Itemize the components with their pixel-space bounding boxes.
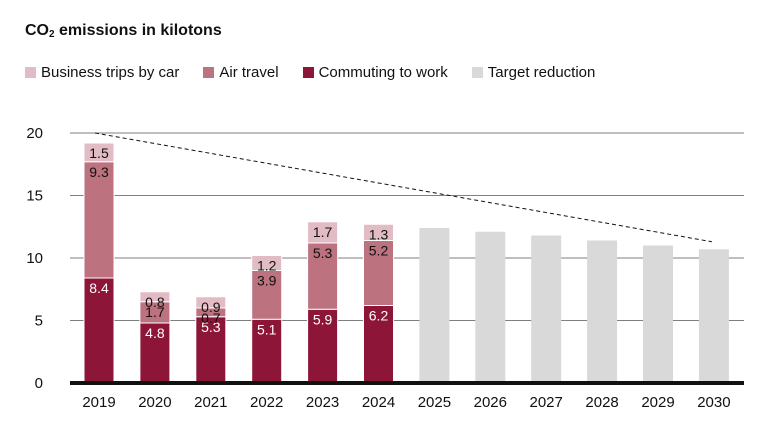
data-label-air-travel-2021: 0.7 <box>201 310 221 326</box>
x-tick-label-2023: 2023 <box>306 394 339 411</box>
bar-target-reduction-2027 <box>531 235 562 383</box>
x-tick-label-2030: 2030 <box>697 394 730 411</box>
legend-swatch-target <box>471 67 483 78</box>
bar-target-reduction-2028 <box>587 240 618 383</box>
data-label-commuting-to-work-2023: 5.9 <box>313 311 333 327</box>
bar-commuting-to-work-2022 <box>251 318 283 384</box>
x-tick-label-2021: 2021 <box>194 394 227 411</box>
data-label-business-trips-by-car-2024: 1.3 <box>369 226 389 242</box>
legend-label-business-trips: Business trips by car <box>41 64 180 81</box>
legend-label-air-travel: Air travel <box>219 64 279 81</box>
data-label-business-trips-by-car-2019: 1.5 <box>89 145 109 161</box>
x-tick-label-2020: 2020 <box>138 394 171 411</box>
bar-commuting-to-work-2024 <box>363 305 394 384</box>
bar-air-travel-2022 <box>251 270 283 320</box>
x-tick-label-2019: 2019 <box>82 394 115 411</box>
bar-business-trips-by-car-2020 <box>139 291 171 303</box>
target-trend-line <box>94 132 712 243</box>
legend-swatch-business-trips <box>25 67 36 78</box>
bar-target-reduction-2029 <box>643 245 673 383</box>
chart-title: CO2 emissions in kilotons <box>25 22 222 40</box>
legend: Business trips by car Air travel Commuti… <box>25 64 619 81</box>
data-label-business-trips-by-car-2023: 1.7 <box>313 224 333 240</box>
bar-commuting-to-work-2021 <box>195 316 227 384</box>
legend-swatch-commuting <box>302 67 314 78</box>
x-tick-label-2024: 2024 <box>362 394 395 411</box>
legend-item-target: Target reduction <box>471 64 596 81</box>
legend-item-business-trips: Business trips by car <box>25 64 179 81</box>
data-label-business-trips-by-car-2021: 0.9 <box>201 299 221 315</box>
bar-business-trips-by-car-2024 <box>363 223 394 241</box>
bar-business-trips-by-car-2022 <box>251 255 283 271</box>
data-label-air-travel-2022: 3.9 <box>257 273 277 289</box>
bar-commuting-to-work-2020 <box>139 322 171 384</box>
data-label-commuting-to-work-2019: 8.4 <box>89 280 109 296</box>
bar-target-reduction-2026 <box>475 231 506 383</box>
data-label-business-trips-by-car-2020: 0.8 <box>145 294 165 310</box>
legend-swatch-air-travel <box>203 67 215 78</box>
legend-item-air-travel: Air travel <box>203 64 279 81</box>
y-tick-label-15: 15 <box>26 188 43 205</box>
y-tick-label-20: 20 <box>26 125 43 142</box>
x-tick-label-2026: 2026 <box>474 394 507 411</box>
legend-item-commuting: Commuting to work <box>302 64 448 81</box>
data-label-commuting-to-work-2020: 4.8 <box>145 325 165 341</box>
y-tick-label-10: 10 <box>26 250 43 267</box>
x-tick-label-2029: 2029 <box>641 394 674 411</box>
y-tick-label-5: 5 <box>35 313 43 330</box>
x-tick-label-2027: 2027 <box>530 394 563 411</box>
bar-commuting-to-work-2019 <box>83 277 115 384</box>
x-tick-label-2025: 2025 <box>418 394 451 411</box>
legend-label-commuting: Commuting to work <box>318 64 448 81</box>
data-label-commuting-to-work-2022: 5.1 <box>257 321 277 337</box>
data-label-air-travel-2020: 1.7 <box>145 304 165 320</box>
data-label-air-travel-2023: 5.3 <box>313 245 333 261</box>
y-tick-label-0: 0 <box>35 375 43 392</box>
bar-air-travel-2023 <box>307 242 339 310</box>
data-label-air-travel-2024: 5.2 <box>369 243 389 259</box>
data-label-air-travel-2019: 9.3 <box>89 164 109 180</box>
bar-business-trips-by-car-2023 <box>307 221 339 244</box>
bar-target-reduction-2025 <box>419 228 450 383</box>
legend-label-target: Target reduction <box>487 64 596 81</box>
data-label-commuting-to-work-2021: 5.3 <box>201 319 221 335</box>
x-tick-label-2022: 2022 <box>250 394 283 411</box>
data-label-business-trips-by-car-2022: 1.2 <box>257 258 277 274</box>
bar-business-trips-by-car-2019 <box>83 142 115 163</box>
bar-business-trips-by-car-2021 <box>195 296 227 309</box>
bar-air-travel-2024 <box>363 240 394 306</box>
bar-air-travel-2019 <box>83 161 115 279</box>
bar-target-reduction-2030 <box>698 249 729 383</box>
x-tick-label-2028: 2028 <box>585 394 618 411</box>
data-label-commuting-to-work-2024: 6.2 <box>369 308 389 324</box>
